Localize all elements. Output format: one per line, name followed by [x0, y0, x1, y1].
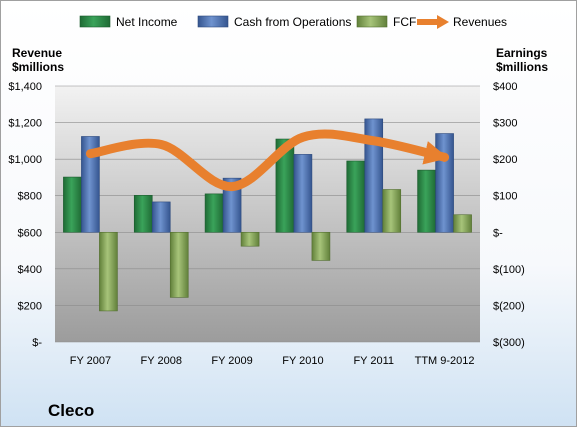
- gridlines: [55, 85, 480, 343]
- right-axis-label-line2: $millions: [496, 60, 548, 74]
- left-tick-label: $600: [18, 227, 42, 239]
- legend-item-revenues: Revenues: [417, 15, 507, 29]
- legend-label: Cash from Operations: [234, 15, 351, 29]
- left-tick-label: $800: [18, 191, 42, 203]
- right-axis-label-line1: Earnings: [496, 46, 548, 60]
- bar-fcf: [99, 231, 118, 312]
- left-axis-label-line2: $millions: [12, 60, 64, 74]
- x-tick-label: FY 2010: [282, 355, 323, 367]
- right-tick-label: $(100): [493, 264, 525, 276]
- line-revenues: [85, 129, 450, 192]
- bars: [63, 118, 472, 312]
- left-axis-label-line1: Revenue: [12, 46, 62, 60]
- right-tick-label: $200: [493, 154, 517, 166]
- bar-fcf: [240, 231, 260, 247]
- bar-fcf: [382, 189, 402, 233]
- company-name: Cleco: [48, 401, 94, 420]
- x-tick-label: TTM 9-2012: [415, 355, 475, 367]
- bar-net-income: [346, 160, 366, 233]
- left-tick-label: $400: [18, 264, 42, 276]
- legend-swatch-arrow: [437, 15, 449, 29]
- left-tick-label: $1,000: [8, 154, 42, 166]
- bar-net-income: [204, 193, 224, 233]
- legend-swatch: [356, 15, 388, 28]
- legend-label: Net Income: [116, 15, 178, 29]
- right-tick-label: $-: [493, 227, 503, 239]
- bar-cash-from-operations: [81, 136, 100, 233]
- legend-label: FCF: [393, 15, 416, 29]
- bar-net-income: [417, 169, 436, 233]
- plot-area: [55, 86, 480, 342]
- left-tick-label: $200: [18, 300, 42, 312]
- legend-label: Revenues: [453, 15, 507, 29]
- x-tick-label: FY 2008: [141, 355, 182, 367]
- right-tick-label: $(300): [493, 337, 525, 349]
- left-tick-label: $1,200: [8, 118, 42, 130]
- legend-item-net-income: Net Income: [79, 15, 178, 29]
- x-tick-label: FY 2009: [211, 355, 252, 367]
- bar-cash-from-operations: [151, 201, 171, 233]
- bar-cash-from-operations: [364, 118, 384, 233]
- bar-cash-from-operations: [222, 177, 242, 233]
- left-tick-label: $-: [32, 337, 42, 349]
- right-tick-label: $100: [493, 191, 517, 203]
- revenue-line-group: [85, 129, 450, 192]
- bar-fcf: [311, 231, 331, 261]
- x-tick-label: FY 2007: [70, 355, 111, 367]
- legend-item-fcf: FCF: [356, 15, 416, 29]
- bar-net-income: [63, 176, 82, 233]
- right-tick-label: $300: [493, 118, 517, 130]
- bar-net-income: [133, 195, 153, 233]
- left-tick-label: $1,400: [8, 81, 42, 93]
- bar-cash-from-operations: [435, 133, 454, 233]
- bar-fcf: [169, 231, 189, 298]
- legend-swatch: [197, 15, 229, 28]
- left-axis-ticks: $- $200 $400 $600 $800 $1,000 $1,200 $1,400: [8, 81, 42, 349]
- x-tick-label: FY 2011: [353, 355, 394, 367]
- right-tick-label: $400: [493, 81, 517, 93]
- x-axis-ticks: FY 2007 FY 2008 FY 2009 FY 2010 FY 2011 TTM 9…: [70, 355, 475, 367]
- right-axis-ticks: $(300) $(200) $(100) $- $100 $200 $300 $400: [493, 81, 525, 349]
- bar-cash-from-operations: [293, 154, 313, 233]
- right-tick-label: $(200): [493, 300, 525, 312]
- legend: Net Income Cash from Operations FCF Revenue…: [79, 15, 507, 29]
- bar-fcf: [453, 214, 472, 233]
- legend-item-cash-from-operations: Cash from Operations: [197, 15, 351, 29]
- legend-swatch: [79, 15, 111, 28]
